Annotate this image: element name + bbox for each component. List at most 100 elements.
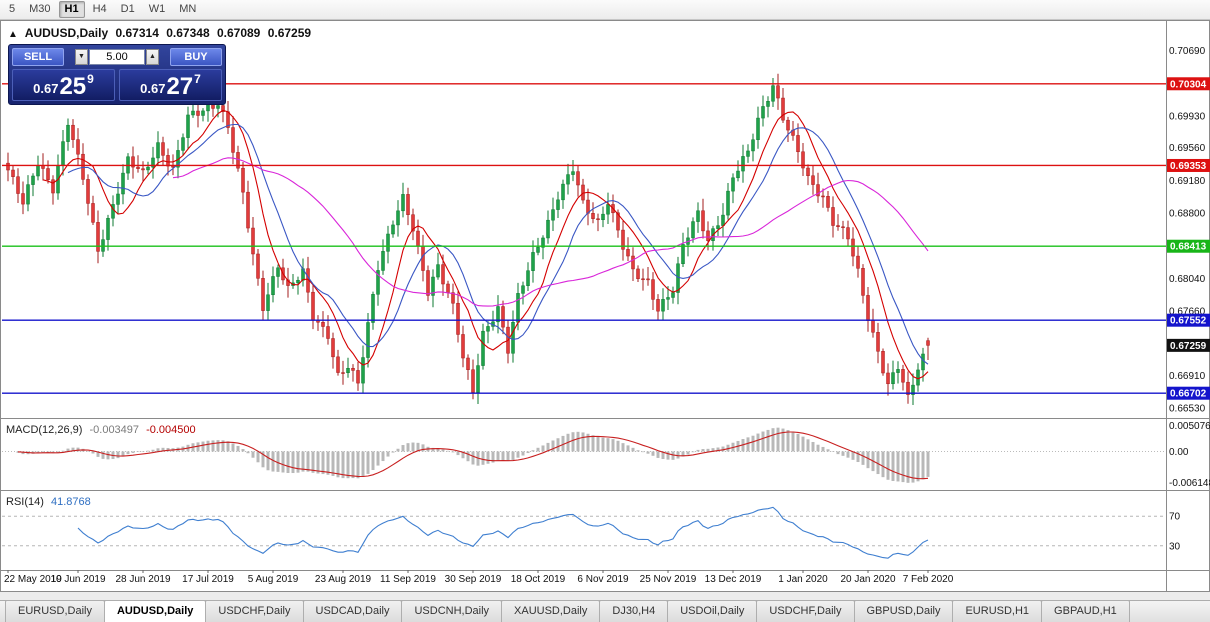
chart-symbol-label: AUDUSD,Daily: [24, 26, 109, 40]
chart-tab-dj30-h4[interactable]: DJ30,H4: [599, 600, 669, 622]
chart-frame: [0, 20, 1210, 592]
chart-tab-usdcad-daily[interactable]: USDCAD,Daily: [302, 600, 403, 622]
rsi-value: 41.8768: [50, 496, 91, 508]
price-axis[interactable]: 0.70690 0.70304 0.69930 0.69560 0.69353 0.691…: [1167, 46, 1210, 414]
macd-axis-label: 0.00: [1169, 447, 1189, 458]
price-tag-text: 0.67552: [1170, 316, 1207, 327]
price-tag-text: 0.69353: [1170, 161, 1207, 172]
date-label: 22 May 2019: [4, 574, 62, 585]
buy-price-big-digits: 27: [166, 73, 194, 100]
chart-tab-gbpusd-daily[interactable]: GBPUSD,Daily: [853, 600, 954, 622]
timeframe-button-h1[interactable]: H1: [58, 1, 85, 18]
sell-button[interactable]: SELL: [12, 48, 64, 66]
sell-price-pipette: 9: [87, 72, 94, 86]
panel-toggle-icon[interactable]: ▲: [8, 29, 18, 40]
chart-tab-usdoil-daily[interactable]: USDOil,Daily: [667, 600, 758, 622]
macd-signal-value: -0.004500: [146, 424, 196, 436]
lot-size-input[interactable]: [89, 49, 145, 65]
rsi-line: [77, 506, 929, 559]
chart-canvas[interactable]: 0.70690 0.70304 0.69930 0.69560 0.69353 0.691…: [0, 20, 1210, 592]
buy-button[interactable]: BUY: [170, 48, 222, 66]
price-tag-text: 0.68413: [1170, 242, 1207, 253]
timeframe-button-d1[interactable]: D1: [120, 3, 135, 15]
rsi-axis-label: 70: [1169, 512, 1181, 523]
chart-tab-eurusd-daily[interactable]: EURUSD,Daily: [5, 600, 105, 622]
chart-ohlc-header: ▲ AUDUSD,Daily 0.67314 0.67348 0.67089 0…: [8, 26, 315, 40]
timeframe-button-h4[interactable]: H4: [92, 3, 107, 15]
price-axis-label: 0.68800: [1169, 208, 1206, 219]
moving-average-line-8: [42, 109, 929, 380]
macd-main-value: -0.003497: [89, 424, 140, 436]
timeframe-toolbar: 5 M30 H1 H4 D1 W1 MN: [0, 0, 1210, 20]
date-label: 13 Dec 2019: [705, 574, 762, 585]
ohlc-high-value: 0.67348: [166, 26, 210, 40]
ohlc-low-value: 0.67089: [216, 26, 261, 40]
price-axis-label: 0.68040: [1169, 274, 1206, 285]
macd-signal-line: [17, 431, 929, 480]
one-click-trading-panel: SELL ▼ ▲ BUY 0.67 25 9 0.67 27 7: [8, 44, 226, 105]
chart-tab-usdcnh-daily[interactable]: USDCNH,Daily: [401, 600, 503, 622]
candles-layer: [6, 73, 930, 406]
price-tag-0.67552: [1167, 313, 1210, 327]
macd-axis-label: -0.006148: [1169, 478, 1210, 489]
buy-price-display[interactable]: 0.67 27 7: [119, 69, 222, 101]
date-label: 5 Aug 2019: [248, 574, 299, 585]
timeframe-button-w1[interactable]: W1: [148, 3, 166, 15]
rsi-label: RSI(14): [6, 496, 44, 508]
price-axis-label: 0.70690: [1169, 46, 1206, 57]
price-axis-label: 0.66530: [1169, 403, 1206, 414]
price-tag-text: 0.70304: [1170, 79, 1207, 90]
price-axis-label: 0.66910: [1169, 371, 1206, 382]
rsi-axis-label: 30: [1169, 541, 1181, 552]
date-label: 7 Feb 2020: [903, 574, 954, 585]
price-tag-0.66702: [1167, 386, 1210, 400]
moving-average-line-34: [172, 157, 929, 307]
date-label: 18 Oct 2019: [511, 574, 566, 585]
chart-tab-usdchf-daily[interactable]: USDCHF,Daily: [205, 600, 304, 622]
spin-up-icon: ▲: [149, 53, 156, 60]
price-tag-text: 0.66702: [1170, 389, 1207, 400]
price-axis-label: 0.67660: [1169, 306, 1206, 317]
timeframe-button-m30[interactable]: M30: [29, 3, 51, 15]
macd-indicator-header: MACD(12,26,9) -0.003497 -0.004500: [6, 424, 196, 436]
macd-histogram: [16, 427, 930, 483]
price-tag-0.69353: [1167, 158, 1210, 172]
chart-tab-eurusd-h1[interactable]: EURUSD,H1: [952, 600, 1043, 622]
sell-price-display[interactable]: 0.67 25 9: [12, 69, 115, 101]
current-price-tag: [1167, 338, 1210, 352]
date-label: 23 Aug 2019: [315, 574, 372, 585]
date-label: 17 Jul 2019: [182, 574, 234, 585]
timeframe-button-mn[interactable]: MN: [179, 3, 197, 15]
macd-label: MACD(12,26,9): [6, 424, 83, 436]
chart-tab-usdchf-daily[interactable]: USDCHF,Daily: [756, 600, 855, 622]
buy-price-prefix: 0.67: [140, 81, 166, 96]
date-label: 11 Sep 2019: [380, 574, 436, 585]
date-label: 20 Jan 2020: [840, 574, 895, 585]
lot-decrease-button[interactable]: ▼: [75, 49, 88, 65]
lot-increase-button[interactable]: ▲: [146, 49, 159, 65]
price-tag-0.68413: [1167, 239, 1210, 253]
chart-tab-xauusd-daily[interactable]: XAUUSD,Daily: [501, 600, 601, 622]
sell-price-big-digits: 25: [59, 73, 87, 100]
chart-tab-gbpaud-h1[interactable]: GBPAUD,H1: [1041, 600, 1130, 622]
price-tag-0.70304: [1167, 77, 1210, 91]
price-axis-label: 0.69180: [1169, 176, 1206, 187]
date-label: 6 Nov 2019: [577, 574, 629, 585]
buy-price-pipette: 7: [194, 72, 201, 86]
chart-tab-audusd-daily[interactable]: AUDUSD,Daily: [103, 600, 207, 622]
date-label: 10 Jun 2019: [50, 574, 105, 585]
ohlc-open-value: 0.67314: [115, 26, 159, 40]
timeframe-button-5[interactable]: 5: [9, 3, 16, 15]
date-label: 1 Jan 2020: [778, 574, 828, 585]
price-axis-label: 0.69930: [1169, 111, 1206, 122]
chart-window: 0.70690 0.70304 0.69930 0.69560 0.69353 0.691…: [0, 20, 1210, 592]
moving-average-line-13: [67, 123, 929, 365]
ohlc-close-value: 0.67259: [267, 26, 312, 40]
sell-price-prefix: 0.67: [33, 81, 59, 96]
macd-axis-label: 0.005076: [1169, 421, 1210, 432]
price-tag-text: 0.67259: [1170, 341, 1207, 352]
date-label: 25 Nov 2019: [640, 574, 697, 585]
rsi-indicator-header: RSI(14) 41.8768: [6, 496, 91, 508]
price-axis-label: 0.69560: [1169, 143, 1206, 154]
